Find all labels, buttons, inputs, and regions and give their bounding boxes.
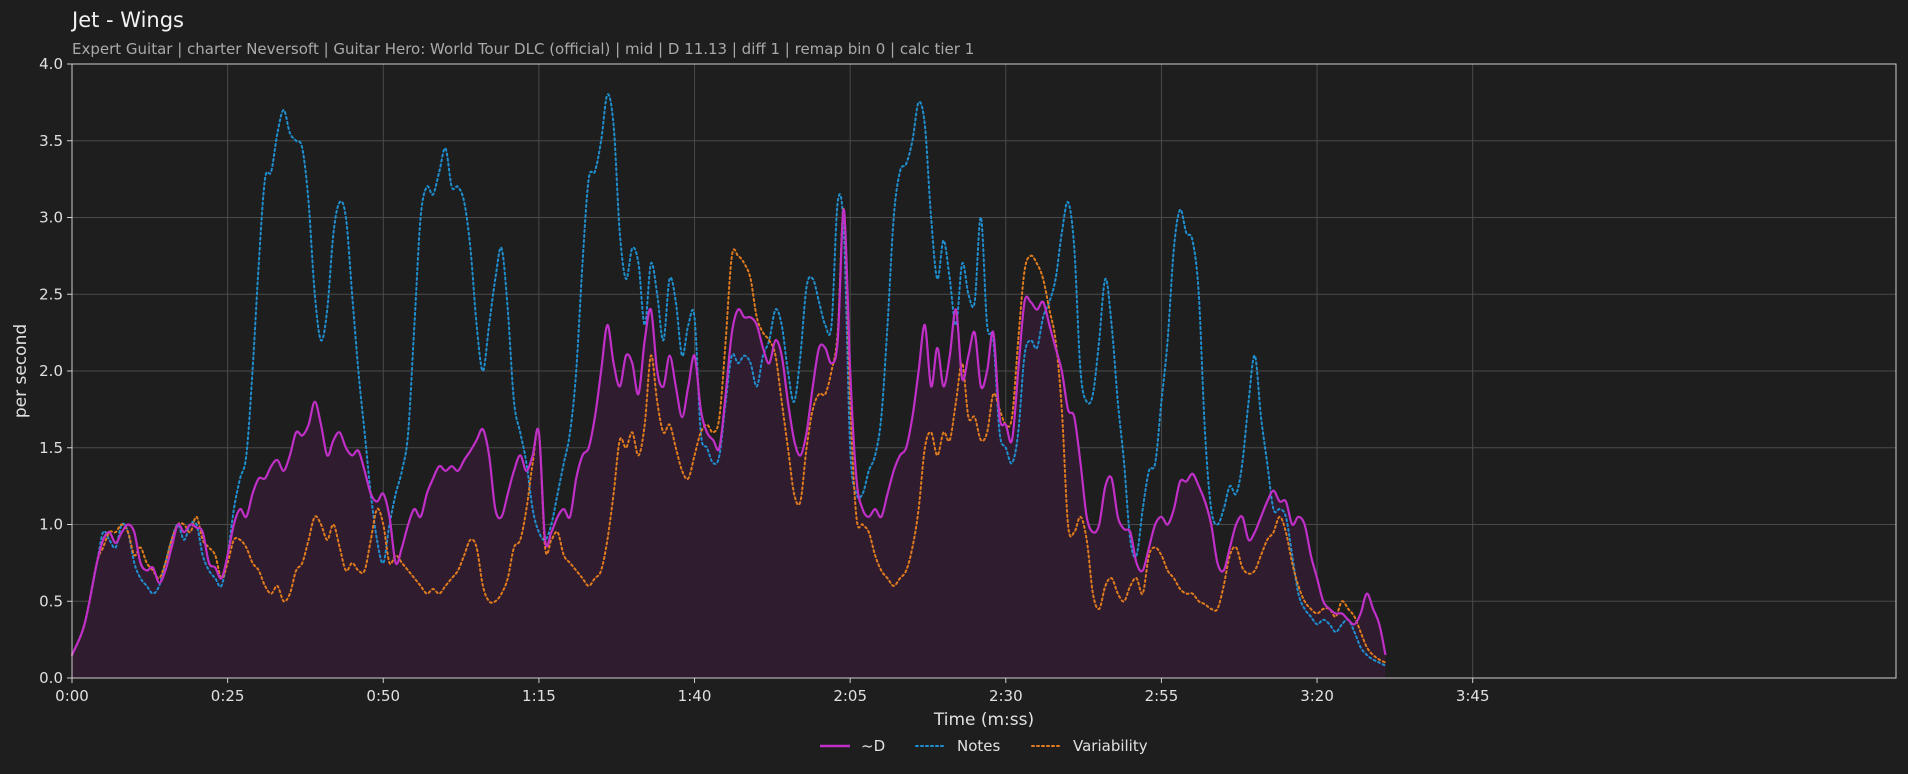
x-axis: 0:00 0:25 0:50 1:15 1:40 2:05 2:30 2:55 3:20 3:45 <box>55 678 1490 705</box>
x-tick-label: 2:05 <box>833 687 867 705</box>
x-axis-label: Time (m:ss) <box>933 710 1034 730</box>
chart-title: Jet - Wings <box>70 8 184 32</box>
y-tick-label: 2.5 <box>39 285 63 303</box>
y-axis-label: per second <box>11 324 31 418</box>
y-tick-label: 4.0 <box>39 55 63 73</box>
series-line-d <box>70 208 1387 656</box>
chart-subtitle: Expert Guitar | charter Neversoft | Guit… <box>72 40 974 58</box>
x-tick-label: 1:40 <box>678 687 712 705</box>
y-tick-label: 1.5 <box>39 439 63 457</box>
x-tick-label: 3:45 <box>1456 687 1490 705</box>
legend-label: ~D <box>861 737 885 755</box>
x-tick-label: 2:55 <box>1145 687 1179 705</box>
x-tick-label: 0:50 <box>366 687 400 705</box>
legend-label: Notes <box>957 737 1001 755</box>
legend-label: Variability <box>1073 737 1148 755</box>
x-tick-label: 0:25 <box>211 687 245 705</box>
y-axis: 0.0 0.5 1.0 1.5 2.0 2.5 3.0 3.5 4.0 <box>39 55 72 687</box>
series-line-variability <box>71 208 1387 664</box>
y-tick-label: 2.0 <box>39 362 63 380</box>
x-tick-label: 1:15 <box>522 687 556 705</box>
y-tick-label: 0.5 <box>39 592 63 610</box>
y-tick-label: 3.0 <box>39 209 63 227</box>
y-tick-label: 1.0 <box>39 516 63 534</box>
legend: ~D Notes Variability <box>820 737 1148 755</box>
x-tick-label: 2:30 <box>989 687 1023 705</box>
x-tick-label: 3:20 <box>1300 687 1334 705</box>
x-tick-label: 0:00 <box>55 687 89 705</box>
y-tick-label: 3.5 <box>39 132 63 150</box>
series-line-notes <box>71 93 1387 667</box>
series-layer <box>70 93 1387 678</box>
y-tick-label: 0.0 <box>39 669 63 687</box>
